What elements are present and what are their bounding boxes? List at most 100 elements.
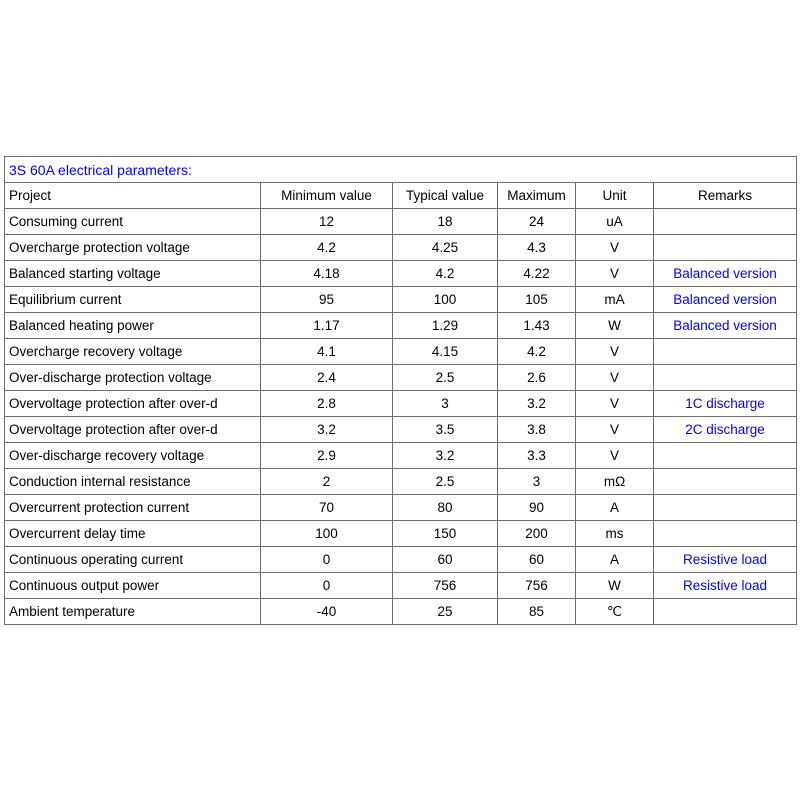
cell-project: Balanced heating power [4,312,261,339]
table-row: Over-discharge recovery voltage 2.9 3.2 3.3… [4,442,798,469]
cell-maximum: 3.8 [497,416,576,443]
cell-minimum-value: 2.9 [260,442,393,469]
cell-project: Overvoltage protection after over-d [4,390,261,417]
cell-project: Overvoltage protection after over-d [4,416,261,443]
header-remarks: Remarks [652,182,798,209]
cell-project: Conduction internal resistance [4,468,261,495]
cell-typical-value: 25 [392,598,498,625]
cell-project: Equilibrium current [4,286,261,313]
cell-maximum: 4.3 [497,234,576,261]
table-row: Overcharge protection voltage 4.2 4.25 4.3 V [4,234,798,261]
cell-unit: ms [575,520,654,547]
header-project: Project [4,182,261,209]
header-maximum: Maximum [497,182,576,209]
cell-project: Ambient temperature [4,598,261,625]
cell-typical-value: 150 [392,520,498,547]
cell-project: Overcurrent delay time [4,520,261,547]
cell-unit: A [575,494,654,521]
cell-remarks: Balanced version [652,312,798,339]
header-minimum-value: Minimum value [260,182,393,209]
table-row: Overvoltage protection after over-d 3.2 3.… [4,416,798,443]
cell-remarks: Resistive load [652,546,798,573]
cell-remarks: Balanced version [652,286,798,313]
cell-minimum-value: 2.8 [260,390,393,417]
cell-minimum-value: 12 [260,208,393,235]
cell-remarks [652,338,798,365]
header-unit: Unit [575,182,654,209]
electrical-parameters-table-wrap: 3S 60A electrical parameters: Project Mi… [3,156,798,625]
cell-typical-value: 2.5 [392,364,498,391]
table-row: Continuous output power 0 756 756 W Resistive… [4,572,798,599]
cell-typical-value: 100 [392,286,498,313]
cell-project: Overcharge protection voltage [4,234,261,261]
cell-unit: V [575,260,654,287]
cell-remarks: Resistive load [652,572,798,599]
cell-unit: A [575,546,654,573]
cell-minimum-value: 1.17 [260,312,393,339]
cell-typical-value: 4.25 [392,234,498,261]
cell-remarks [652,442,798,469]
table-row: Overcharge recovery voltage 4.1 4.15 4.2 V [4,338,798,365]
cell-maximum: 4.2 [497,338,576,365]
cell-typical-value: 4.15 [392,338,498,365]
cell-typical-value: 4.2 [392,260,498,287]
cell-project: Continuous output power [4,572,261,599]
cell-maximum: 3 [497,468,576,495]
cell-unit: ℃ [575,598,654,625]
cell-typical-value: 3.2 [392,442,498,469]
cell-project: Balanced starting voltage [4,260,261,287]
cell-unit: V [575,338,654,365]
cell-unit: W [575,572,654,599]
cell-remarks: 1C discharge [652,390,798,417]
cell-remarks [652,234,798,261]
cell-typical-value: 1.29 [392,312,498,339]
cell-minimum-value: -40 [260,598,393,625]
cell-remarks [652,468,798,495]
cell-minimum-value: 0 [260,546,393,573]
cell-typical-value: 756 [392,572,498,599]
cell-maximum: 3.3 [497,442,576,469]
cell-project: Over-discharge protection voltage [4,364,261,391]
cell-maximum: 60 [497,546,576,573]
cell-minimum-value: 0 [260,572,393,599]
cell-maximum: 24 [497,208,576,235]
cell-unit: mΩ [575,468,654,495]
cell-maximum: 756 [497,572,576,599]
table-row: Over-discharge protection voltage 2.4 2.5 2… [4,364,798,391]
cell-minimum-value: 4.1 [260,338,393,365]
table-row: Overcurrent delay time 100 150 200 ms [4,520,798,547]
table-row: Continuous operating current 0 60 60 A Resist… [4,546,798,573]
electrical-parameters-table: 3S 60A electrical parameters: Project Mi… [3,156,798,625]
cell-minimum-value: 95 [260,286,393,313]
table-row: Overcurrent protection current 70 80 90 A [4,494,798,521]
table-row: Equilibrium current 95 100 105 mA Balanced ve… [4,286,798,313]
cell-remarks [652,520,798,547]
cell-minimum-value: 4.2 [260,234,393,261]
cell-typical-value: 2.5 [392,468,498,495]
cell-maximum: 1.43 [497,312,576,339]
cell-project: Overcharge recovery voltage [4,338,261,365]
cell-project: Continuous operating current [4,546,261,573]
table-title-row: 3S 60A electrical parameters: [3,156,798,183]
cell-minimum-value: 70 [260,494,393,521]
cell-project: Over-discharge recovery voltage [4,442,261,469]
cell-minimum-value: 2.4 [260,364,393,391]
cell-unit: uA [575,208,654,235]
header-typical-value: Typical value [392,182,498,209]
cell-typical-value: 3.5 [392,416,498,443]
cell-maximum: 4.22 [497,260,576,287]
table-row: Conduction internal resistance 2 2.5 3 mΩ [4,468,798,495]
table-row: Balanced starting voltage 4.18 4.2 4.22 V Bal… [4,260,798,287]
cell-remarks [652,364,798,391]
cell-typical-value: 60 [392,546,498,573]
cell-unit: V [575,390,654,417]
cell-unit: mA [575,286,654,313]
cell-remarks [652,208,798,235]
cell-typical-value: 80 [392,494,498,521]
cell-minimum-value: 100 [260,520,393,547]
table-row: Consuming current 12 18 24 uA [4,208,798,235]
cell-minimum-value: 3.2 [260,416,393,443]
table-header-row: Project Minimum value Typical value Maxi… [4,182,798,209]
cell-unit: W [575,312,654,339]
table-row: Overvoltage protection after over-d 2.8 3 3… [4,390,798,417]
